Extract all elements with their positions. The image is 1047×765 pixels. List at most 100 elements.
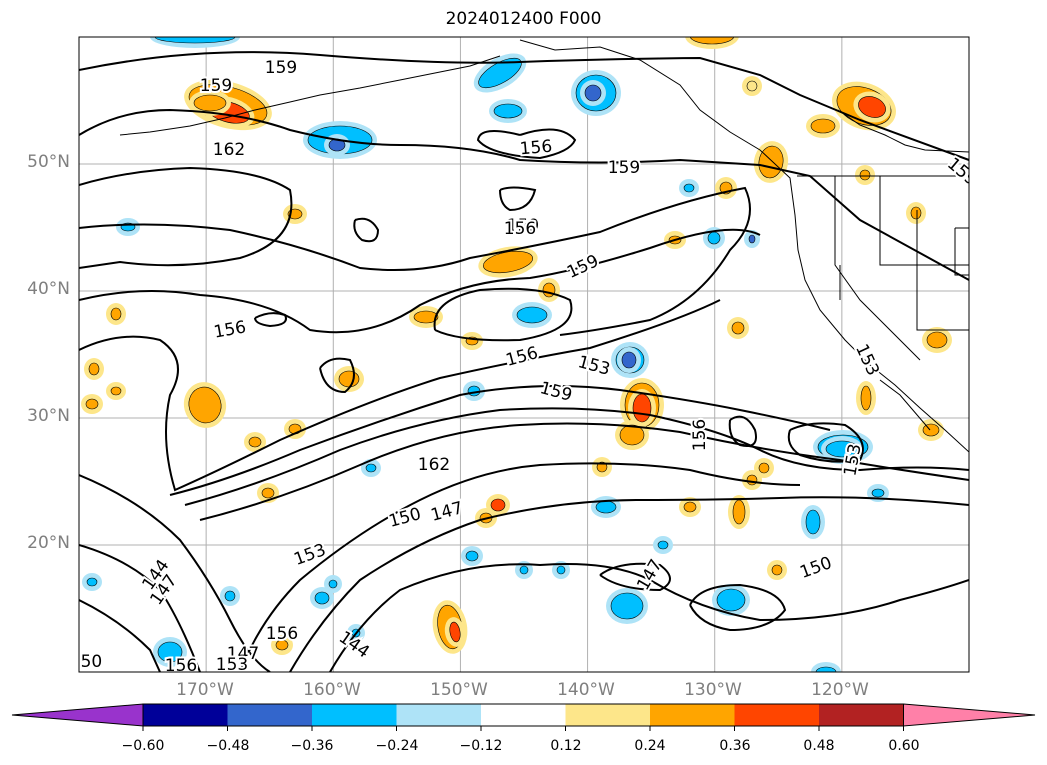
lon-label-170w: 170°W: [176, 680, 234, 700]
colorbar-tick-9: 0.60: [888, 738, 920, 754]
anomaly-blob: [685, 37, 739, 49]
height-contour: [353, 217, 380, 243]
lat-label-20: 20°N: [27, 533, 70, 553]
colorbar-segment: [819, 704, 904, 726]
anomaly-blob: [744, 230, 760, 248]
coastline: [519, 39, 969, 453]
anomaly-blob: [811, 662, 841, 672]
map-title: 2024012400 F000: [445, 9, 602, 29]
colorbar-frame: [142, 703, 904, 727]
height-contour: [254, 312, 287, 328]
anomaly-blob: [742, 76, 762, 96]
anomaly-blob: [628, 389, 656, 427]
anomaly-blob: [653, 536, 673, 554]
height-contour: [79, 228, 761, 334]
colorbar-tick-3: −0.24: [375, 738, 419, 754]
colorbar-segment: [227, 704, 312, 726]
colorbar-segment: [396, 704, 481, 726]
anomaly-blob: [444, 617, 466, 647]
colorbar-segment: [565, 704, 650, 726]
colorbar-segment: [312, 704, 397, 726]
anomaly-blob: [515, 561, 533, 579]
anomaly-blob: [801, 505, 825, 539]
height-contour: [239, 462, 801, 672]
colorbar-tick-4: −0.12: [459, 738, 503, 754]
height-contour: [689, 583, 787, 632]
colorbar-segment: [734, 704, 819, 726]
lat-label-50: 50°N: [27, 152, 70, 172]
anomaly-blob: [679, 497, 701, 517]
lon-label-130w: 130°W: [684, 680, 742, 700]
anomaly-blob: [856, 381, 876, 415]
anomaly-blob: [220, 586, 240, 606]
anomaly-blob: [461, 332, 483, 350]
anomaly-blob: [324, 575, 342, 593]
anomaly-blob: [361, 459, 381, 477]
lat-label-40: 40°N: [27, 279, 70, 299]
height-contour: [79, 299, 721, 492]
height-contour: [728, 415, 757, 447]
colorbar-tick-0: −0.60: [121, 738, 165, 754]
contour-label: 147: [227, 644, 259, 664]
contour-label: 153: [216, 655, 248, 675]
height-contour: [79, 544, 201, 672]
contour-label: 159: [200, 76, 232, 96]
anomaly-blob: [806, 114, 840, 138]
anomaly-blob: [679, 179, 699, 197]
lon-label-160w: 160°W: [303, 680, 361, 700]
anomaly-blob: [617, 347, 641, 373]
height-contour: [79, 599, 161, 672]
anomaly-blob: [150, 37, 240, 48]
anomaly-blob: [855, 165, 875, 185]
anomaly-blob: [580, 80, 606, 106]
anomaly-blob: [271, 635, 293, 655]
height-contour: [433, 287, 573, 342]
height-contour: [787, 422, 864, 463]
colorbar-segment: [143, 704, 228, 726]
anomaly-blob: [552, 561, 570, 579]
coastline: [879, 379, 931, 431]
height-contour: [79, 474, 271, 672]
height-contour: [599, 562, 671, 592]
anomaly-blob: [84, 358, 104, 380]
anomaly-blob: [606, 588, 648, 624]
anomaly-blob: [461, 546, 483, 566]
colorbar-tick-7: 0.36: [719, 738, 751, 754]
height-contour: [79, 166, 293, 269]
anomaly-blob: [106, 382, 126, 400]
coastline: [954, 227, 969, 276]
contour-label: 159: [265, 58, 297, 78]
anomaly-blob: [81, 394, 103, 414]
coastline: [879, 176, 969, 266]
contour-label: 156: [266, 624, 298, 644]
coastline: [119, 55, 501, 136]
lon-label-120w: 120°W: [811, 680, 869, 700]
coastline: [834, 176, 921, 361]
height-contour: [79, 108, 969, 281]
anomaly-blob: [310, 587, 334, 609]
coastline: [916, 210, 969, 331]
height-contour: [499, 186, 537, 212]
contour-label: 162: [418, 455, 450, 475]
anomaly-blob: [116, 218, 140, 236]
colorbar-segment: [650, 704, 735, 726]
anomaly-blob: [592, 457, 612, 477]
contour-label: 150: [70, 652, 102, 672]
colorbar-tick-6: 0.24: [634, 738, 666, 754]
colorbar-tick-2: −0.36: [290, 738, 334, 754]
colorbar-tick-5: 0.12: [550, 738, 582, 754]
anomaly-blob: [727, 317, 749, 339]
anomaly-blob: [712, 584, 750, 616]
height-contour: [289, 496, 969, 672]
coastline: [837, 109, 969, 153]
height-contour: [79, 186, 751, 336]
height-contour: [329, 563, 969, 672]
anomaly-blob: [489, 99, 527, 123]
anomaly-blob: [591, 496, 621, 518]
anomaly-blob: [512, 302, 552, 328]
height-contour: [79, 51, 969, 161]
contour-label: 156: [165, 656, 197, 676]
anomaly-blob: [918, 419, 944, 441]
